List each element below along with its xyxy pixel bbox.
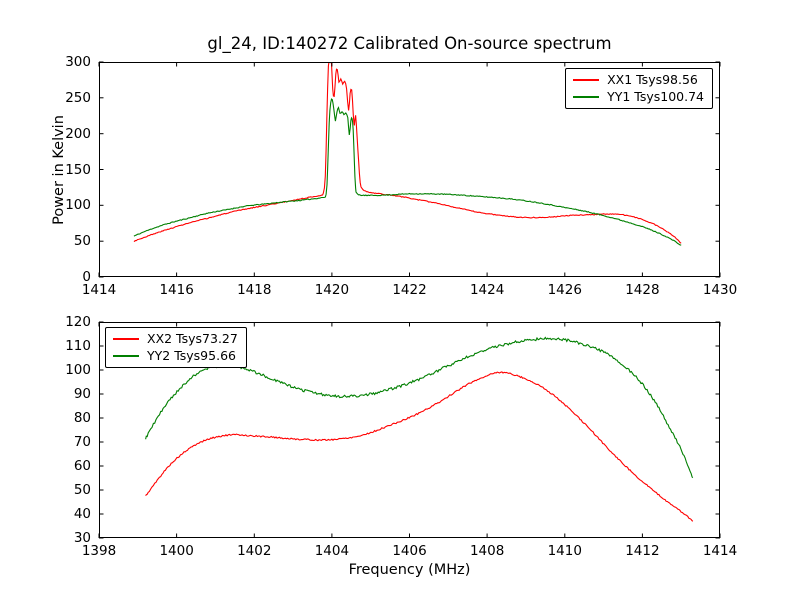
y-tick-label: 300 [65,54,91,70]
y-tick-label: 60 [73,458,91,474]
y-tick-label: 110 [65,338,91,354]
legend-entry-xx2: XX2 Tsys73.27 [113,332,238,346]
x-axis-label: Frequency (MHz) [348,562,471,578]
y-tick-label: 0 [82,269,91,285]
x-tick-label: 1400 [159,543,194,559]
legend-entry-xx1: XX1 Tsys98.56 [573,73,704,87]
y-tick-label: 50 [73,233,91,250]
y-tick-label: 30 [73,530,91,546]
x-tick-label: 1430 [702,282,738,298]
x-tick-label: 1408 [469,543,505,559]
x-tick-label: 1414 [702,543,738,559]
x-tick-label: 1420 [314,282,350,298]
legend-label-xx2: XX2 Tsys73.27 [147,331,238,346]
y-tick-label: 120 [65,314,91,330]
y-tick-label: 50 [73,482,91,498]
x-tick-label: 1410 [547,543,582,559]
axes-border [99,322,720,538]
y-tick-label: 100 [65,362,91,378]
y-tick-label: 70 [73,434,91,450]
chart-title: gl_24, ID:140272 Calibrated On-source sp… [207,34,612,53]
x-tick-label: 1398 [81,543,117,559]
legend-entry-yy2: YY2 Tsys95.66 [113,349,238,363]
legend-label-yy1: YY1 Tsys100.74 [607,89,704,104]
axes-border [99,62,720,277]
y-tick-label: 80 [73,410,91,426]
legend-entry-yy1: YY1 Tsys100.74 [573,90,704,104]
y-tick-label: 90 [73,386,91,402]
y-tick-label: 150 [65,161,91,178]
subplot-bottom: Frequency (MHz) XX2 Tsys73.27 YY2 Tsys95… [65,314,737,578]
legend-top: XX1 Tsys98.56 YY1 Tsys100.74 [565,68,713,109]
y-tick-label: 40 [73,506,91,522]
legend-line-yy1-icon [573,96,600,98]
x-tick-label: 1404 [314,543,350,559]
legend-line-yy2-icon [113,355,139,357]
series-line-0 [133,62,682,244]
series-line-0 [145,371,694,522]
x-tick-label: 1426 [547,282,582,298]
x-tick-label: 1428 [625,282,660,298]
x-tick-label: 1422 [392,282,427,298]
x-tick-label: 1402 [237,543,272,559]
series-line-1 [133,98,682,246]
y-tick-label: 200 [65,125,91,142]
y-tick-label: 250 [65,89,91,106]
x-tick-label: 1406 [392,543,427,559]
legend-label-yy2: YY2 Tsys95.66 [147,348,236,363]
legend-line-xx1-icon [573,79,600,81]
x-tick-label: 1412 [625,543,660,559]
plot-area-top [98,61,721,278]
x-tick-label: 1414 [81,282,117,298]
x-tick-label: 1424 [469,282,505,298]
subplot-top: Power in Kelvin XX1 Tsys98.56 YY1 Tsys10… [51,54,737,298]
legend-line-xx2-icon [113,338,139,340]
legend-label-xx1: XX1 Tsys98.56 [607,72,698,87]
y-tick-label: 100 [65,197,91,214]
x-tick-label: 1416 [159,282,194,298]
legend-bottom: XX2 Tsys73.27 YY2 Tsys95.66 [105,327,247,368]
x-tick-label: 1418 [237,282,272,298]
